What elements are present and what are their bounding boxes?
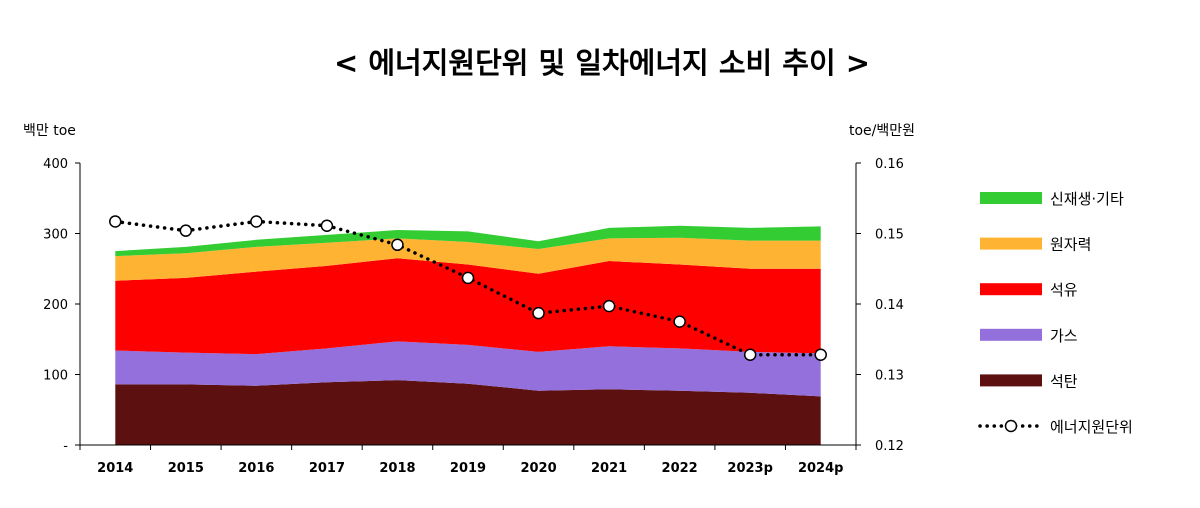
area-series-2 bbox=[115, 258, 821, 355]
line-series-marker bbox=[532, 306, 545, 320]
line-series-marker bbox=[320, 219, 334, 232]
x-tick-label: 2017 bbox=[309, 461, 345, 476]
plot-area: - 100 200 300 400 0.12 0.13 0.14 0.15 0.16 2014 201… bbox=[43, 157, 904, 476]
right-tick-label: 0.16 bbox=[875, 157, 904, 172]
area-series-1 bbox=[115, 341, 821, 397]
right-tick-label: 0.12 bbox=[875, 439, 904, 454]
x-tick-label: 2014 bbox=[97, 461, 133, 476]
right-axis-unit: toe/백만원 bbox=[849, 123, 915, 139]
legend-label: 가스 bbox=[1050, 327, 1078, 345]
area-series-4 bbox=[115, 225, 821, 257]
x-tick-label: 2022 bbox=[662, 461, 698, 476]
legend-swatch bbox=[980, 283, 1042, 296]
x-tick-label: 2020 bbox=[520, 461, 556, 476]
left-tick-label: 300 bbox=[43, 228, 68, 243]
line-series-marker bbox=[461, 271, 475, 285]
left-tick-label: 200 bbox=[43, 298, 68, 313]
left-axis-unit: 백만 toe bbox=[23, 123, 76, 139]
line-series-marker bbox=[743, 348, 757, 362]
right-tick-label: 0.13 bbox=[875, 369, 904, 384]
x-tick-label: 2021 bbox=[591, 461, 627, 476]
legend-swatch bbox=[980, 237, 1042, 250]
legend-label: 석유 bbox=[1050, 281, 1078, 299]
left-tick-label: - bbox=[63, 439, 68, 454]
legend-label: 신재생·기타 bbox=[1050, 190, 1124, 208]
chart-title: < 에너지원단위 및 일차에너지 소비 추이 > bbox=[334, 46, 870, 80]
x-tick-label: 2023p bbox=[727, 461, 773, 476]
x-tick-label: 2019 bbox=[450, 461, 486, 476]
area-series-3 bbox=[115, 237, 821, 281]
right-tick-label: 0.14 bbox=[875, 298, 904, 313]
legend-swatch bbox=[980, 374, 1042, 387]
line-series-marker bbox=[814, 348, 827, 362]
left-tick-label: 100 bbox=[43, 369, 68, 384]
line-series-marker bbox=[250, 215, 263, 228]
line-series-marker bbox=[179, 224, 193, 237]
line-series-marker bbox=[602, 299, 616, 313]
left-tick-label: 400 bbox=[43, 157, 68, 172]
line-series-marker bbox=[673, 315, 686, 328]
x-tick-label: 2024p bbox=[798, 461, 844, 476]
line-series-marker bbox=[109, 215, 122, 228]
legend-label: 에너지원단위 bbox=[1050, 418, 1133, 436]
legend-swatch bbox=[980, 328, 1042, 341]
line-series-marker bbox=[391, 238, 404, 252]
x-tick-label: 2016 bbox=[238, 461, 274, 476]
legend-line-marker bbox=[1004, 419, 1018, 433]
legend-swatch bbox=[980, 192, 1042, 204]
x-tick-label: 2015 bbox=[168, 461, 204, 476]
area-series-0 bbox=[115, 380, 821, 445]
legend-label: 석탄 bbox=[1050, 372, 1078, 390]
legend-label: 원자력 bbox=[1050, 236, 1091, 254]
x-tick-label: 2018 bbox=[379, 461, 415, 476]
right-tick-label: 0.15 bbox=[875, 228, 904, 243]
